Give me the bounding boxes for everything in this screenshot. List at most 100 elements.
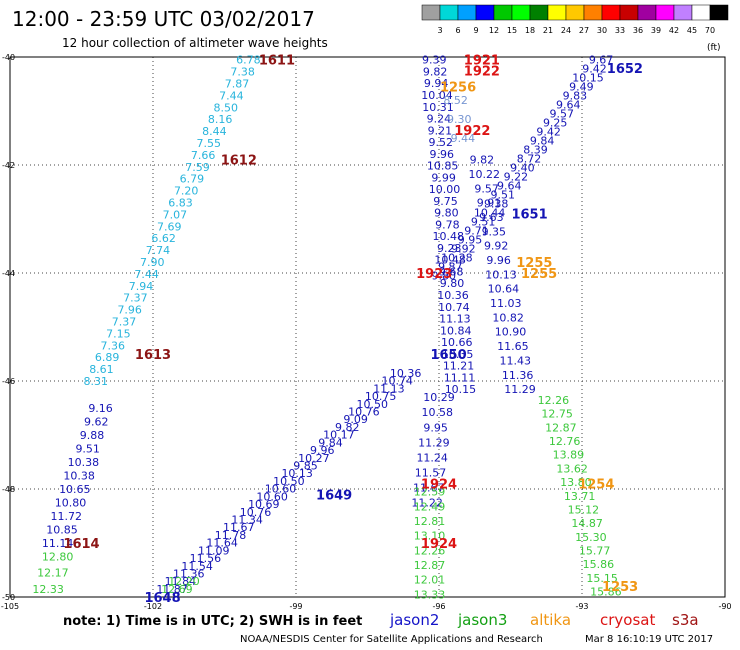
wave-height-point: 11.43 <box>500 354 532 367</box>
colorbar-swatch <box>547 4 567 21</box>
wave-height-point: 7.55 <box>197 137 222 150</box>
colorbar-swatch <box>529 4 549 21</box>
wave-height-point: 10.65 <box>59 483 91 496</box>
wave-height-point: 9.16 <box>88 402 113 415</box>
wave-height-point: 9.42 <box>582 63 607 76</box>
x-tick-label: -105 <box>1 602 19 611</box>
wave-height-point: 10.69 <box>248 498 280 511</box>
wave-height-point: 11.87 <box>156 583 188 596</box>
wave-height-point: 9.87 <box>438 261 463 274</box>
time-label: 1649 <box>316 488 352 503</box>
wave-height-point: 15.77 <box>579 545 611 558</box>
wave-height-point: 10.04 <box>421 89 453 102</box>
wave-height-point: 11.84 <box>165 575 197 588</box>
wave-height-point: 10.28 <box>441 252 473 265</box>
y-tick-label: -46 <box>2 377 15 386</box>
wave-height-point: 7.66 <box>191 149 216 162</box>
time-label: 1922 <box>464 65 500 80</box>
wave-height-point: 10.13 <box>485 268 517 281</box>
wave-height-point: 15.30 <box>575 531 607 544</box>
wave-height-point: 11.65 <box>497 340 529 353</box>
wave-height-point: 9.24 <box>427 113 452 126</box>
time-label: 1923 <box>416 267 452 282</box>
wave-height-point: 11.11 <box>444 371 476 384</box>
wave-height-point: 11.36 <box>173 567 205 580</box>
colorbar-swatch <box>673 4 693 21</box>
footer-note: note: 1) Time is in UTC; 2) SWH is in fe… <box>63 614 362 629</box>
colorbar-swatch <box>655 4 675 21</box>
wave-height-point: 9.44 <box>451 132 476 145</box>
wave-height-point: 10.84 <box>440 324 472 337</box>
colorbar-tick-label: 18 <box>525 26 535 35</box>
wave-height-point: 11.67 <box>223 521 255 534</box>
wave-height-point: 12.17 <box>37 567 69 580</box>
wave-height-point: 7.87 <box>225 78 250 91</box>
wave-height-point: 9.25 <box>543 117 568 130</box>
wave-height-point: 11.09 <box>198 544 230 557</box>
time-labels: 1611 1612 1613 1614 1648 1649 1650 1651 1652 1921… <box>63 54 643 606</box>
colorbar-swatch <box>565 4 585 21</box>
wave-height-point: 12.59 <box>414 486 446 499</box>
wave-height-point: 7.94 <box>129 280 154 293</box>
wave-height-point: 9.64 <box>556 99 581 112</box>
wave-height-point: 8.39 <box>523 144 548 157</box>
x-tick-label: -99 <box>289 602 302 611</box>
colorbar-swatch <box>511 4 531 21</box>
wave-height-point: 9.51 <box>75 443 100 456</box>
legend-s3a: s3a <box>672 611 699 629</box>
wave-height-point: 12.87 <box>545 421 577 434</box>
wave-height-point: 12.69 <box>161 583 193 596</box>
time-label: 1256 <box>440 81 476 96</box>
wave-height-point: 11.14 <box>42 537 74 550</box>
wave-height-point: 9.84 <box>530 135 555 148</box>
wave-height-point: 9.35 <box>482 225 507 238</box>
y-tick-label: -44 <box>2 269 15 278</box>
wave-height-point: 9.78 <box>435 218 460 231</box>
wave-height-point: 13.71 <box>564 490 596 503</box>
x-tick-label: -102 <box>144 602 162 611</box>
plot-frame <box>9 56 726 598</box>
wave-height-point: 7.36 <box>100 339 125 352</box>
wave-height-point: 10.27 <box>298 452 330 465</box>
colorbar-swatch <box>421 4 441 21</box>
wave-height-point: 9.96 <box>429 148 454 161</box>
wave-height-point: 10.22 <box>469 168 501 181</box>
wave-height-point: 7.74 <box>146 244 171 257</box>
wave-height-point: 9.96 <box>310 444 335 457</box>
wave-height-point: 11.03 <box>490 297 522 310</box>
colorbar-tick-label: 42 <box>669 26 679 35</box>
wave-height-point: 9.88 <box>80 429 105 442</box>
wave-height-point: 8.16 <box>208 113 233 126</box>
wave-height-point: 13.62 <box>556 462 588 475</box>
wave-height-point: 7.15 <box>106 327 131 340</box>
colorbar-tick-label: 24 <box>561 26 571 35</box>
wave-height-point: 7.38 <box>230 66 255 79</box>
time-label: 1253 <box>602 580 638 595</box>
wave-height-point: 11.21 <box>443 360 475 373</box>
time-label: 1650 <box>430 348 466 363</box>
wave-height-point: 10.48 <box>433 230 465 243</box>
wave-height-point: 12.75 <box>541 408 573 421</box>
wave-height-point: 9.82 <box>335 421 360 434</box>
wave-height-point: 11.29 <box>418 436 450 449</box>
wave-height-point: 15.15 <box>586 572 618 585</box>
wave-height-point: 9.92 <box>484 240 509 253</box>
wave-height-point: 11.34 <box>231 513 263 526</box>
wave-height-point: 12.49 <box>414 500 446 513</box>
wave-height-point: 6.89 <box>95 351 120 364</box>
wave-height-point: 6.62 <box>151 232 176 245</box>
time-label: 1612 <box>221 154 257 169</box>
colorbar-swatch <box>493 4 513 21</box>
time-label: 1255 <box>516 256 552 271</box>
colorbar-tick-label: 45 <box>687 26 697 35</box>
wave-height-point: 9.63 <box>479 211 504 224</box>
wave-height-point: 9.95 <box>423 421 448 434</box>
colorbar-swatch <box>457 4 477 21</box>
wave-height-point: 10.13 <box>281 467 313 480</box>
time-label: 1921 <box>464 54 500 69</box>
y-tick-label: -48 <box>2 485 15 494</box>
time-label: 1648 <box>144 591 180 606</box>
wave-height-point: 9.80 <box>432 270 457 283</box>
wave-height-point: 8.61 <box>89 363 114 376</box>
